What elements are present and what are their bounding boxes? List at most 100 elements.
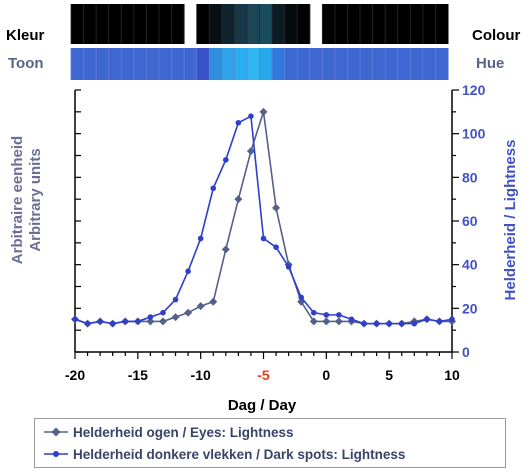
diamond-marker-icon	[44, 427, 68, 437]
dark-spots-point	[398, 320, 405, 327]
colour-cell	[246, 4, 260, 44]
hue-cell	[121, 48, 135, 80]
eyes-point	[322, 317, 331, 326]
colour-cell	[360, 4, 374, 44]
hue-cell	[397, 48, 411, 80]
colour-cell	[171, 4, 185, 44]
hue-cell	[272, 48, 286, 80]
dark-spots-point	[210, 185, 217, 192]
hue-cell	[334, 48, 348, 80]
legend-item-eyes: Helderheid ogen / Eyes: Lightness	[43, 422, 294, 442]
eyes-point	[309, 317, 318, 326]
hue-cell	[96, 48, 110, 80]
dark-spots-point	[97, 318, 103, 325]
dark-spots-point	[373, 320, 380, 327]
hue-cell	[360, 48, 374, 80]
colour-cell	[209, 4, 223, 44]
hue-cell	[234, 48, 248, 80]
dark-spots-point	[160, 309, 166, 316]
eyes-point	[334, 317, 343, 326]
dark-spots-point	[273, 244, 279, 250]
legend-label-eyes: Helderheid ogen / Eyes: Lightness	[73, 424, 294, 440]
y-axis-label-left-english: Arbitrary units	[27, 148, 44, 251]
colour-cell	[272, 4, 286, 44]
y-tick-label: 60	[462, 213, 478, 229]
legend-label-dark-spots: Helderheid donkere vlekken / Dark spots:…	[73, 446, 406, 462]
hue-cell	[171, 48, 185, 80]
hue-cell	[146, 48, 160, 80]
eyes-point	[171, 313, 180, 322]
colour-cell	[221, 4, 235, 44]
eyes-point	[234, 195, 243, 204]
colour-cell	[71, 4, 85, 44]
hue-strip	[70, 48, 449, 80]
hue-cell	[158, 48, 173, 80]
y-tick-label: 80	[462, 169, 478, 185]
colour-strip	[70, 4, 449, 44]
x-tick-label: -20	[65, 367, 85, 383]
hue-cell	[284, 48, 298, 80]
eyes-point	[259, 107, 268, 116]
colour-cell	[158, 4, 173, 44]
legend-item-dark-spots: Helderheid donkere vlekken / Dark spots:…	[43, 444, 405, 464]
hue-cell	[372, 48, 386, 80]
x-tick-label: 5	[385, 367, 393, 383]
eyes-point	[246, 147, 255, 156]
dark-spots-point	[386, 320, 392, 327]
series-layer	[71, 107, 456, 328]
dark-spots-point	[197, 235, 204, 242]
x-axis-label: Dag / Day	[228, 397, 297, 414]
x-tick-label: 10	[444, 367, 460, 383]
colour-cell	[96, 4, 110, 44]
eyes-point	[209, 297, 218, 306]
y-tick-label: 120	[462, 82, 486, 98]
eyes-point	[184, 308, 193, 317]
hue-cell	[322, 48, 336, 80]
dark-spots-point	[185, 268, 191, 275]
eyes-point	[158, 317, 167, 326]
dark-spots-point	[424, 316, 430, 323]
colour-cell	[410, 4, 424, 44]
dark-spots-point	[147, 314, 154, 320]
dark-spots-point	[248, 113, 254, 119]
dark-spots-point	[172, 296, 179, 303]
y-ticks: 0 20 40 60 80 100 120	[452, 82, 486, 360]
hue-cell	[133, 48, 147, 80]
eyes-point	[272, 203, 281, 212]
colour-cell	[297, 4, 311, 44]
dark-spots-point	[336, 312, 342, 318]
colour-cell	[322, 4, 336, 44]
y-axis-label-right: Helderheid / Lightness	[502, 140, 519, 301]
colour-cell	[372, 4, 386, 44]
colour-cell	[259, 4, 273, 44]
x-tick-label: -15	[128, 367, 148, 383]
x-tick-label: 0	[322, 367, 330, 383]
dark-spots-point	[122, 318, 129, 325]
hue-label-left: Toon	[8, 55, 44, 72]
dark-spots-point	[72, 316, 78, 323]
dark-spots-point	[298, 294, 305, 301]
hue-cell	[246, 48, 260, 80]
hue-cell	[297, 48, 311, 80]
dark-spots-point	[135, 318, 141, 325]
y-tick-label: 100	[462, 126, 486, 142]
colour-cell	[108, 4, 122, 44]
colour-label-left: Kleur	[6, 27, 45, 44]
colour-cell	[347, 4, 361, 44]
y-axis-label-left-dutch: Arbitraire eenheid	[9, 136, 26, 264]
hue-cell	[435, 48, 449, 80]
x-tick-label: -5	[257, 367, 270, 383]
x-ticks: -20 -15 -10 -5 0 5 10	[65, 352, 460, 383]
hue-cell	[108, 48, 122, 80]
y-tick-label: 20	[462, 300, 478, 316]
colour-cell	[397, 4, 411, 44]
y-tick-label: 40	[462, 257, 478, 273]
dark-spots-point	[84, 320, 91, 327]
hue-cell	[309, 48, 323, 80]
eyes-point	[146, 317, 155, 326]
colour-label-right: Colour	[472, 27, 520, 44]
dark-spots-point	[436, 318, 443, 325]
y-tick-label: 0	[462, 344, 470, 360]
dot-marker-icon	[44, 451, 68, 457]
